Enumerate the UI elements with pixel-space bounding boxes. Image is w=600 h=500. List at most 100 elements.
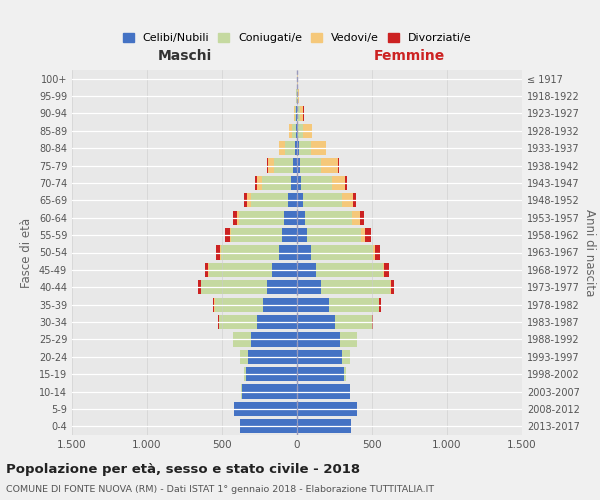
Bar (296, 106, 297, 120)
Bar (218, 315, 219, 329)
Bar (280, 141, 285, 156)
Bar (372, 315, 373, 329)
Bar (298, 106, 300, 120)
Bar (239, 210, 284, 225)
Bar (297, 280, 321, 294)
Bar (294, 106, 295, 120)
Bar (225, 228, 230, 242)
Bar (274, 158, 293, 172)
Bar (390, 280, 391, 294)
Bar (340, 332, 357, 346)
Bar (268, 158, 274, 172)
Bar (301, 176, 332, 190)
Bar (209, 263, 271, 277)
Bar (240, 419, 297, 434)
Bar (375, 246, 380, 260)
Bar (344, 367, 346, 382)
Bar (311, 246, 373, 260)
Bar (297, 384, 349, 398)
Bar (297, 367, 344, 382)
Bar (230, 228, 231, 242)
Bar (305, 210, 352, 225)
Bar (201, 280, 267, 294)
Bar (297, 141, 299, 156)
Bar (297, 402, 357, 416)
Bar (297, 263, 316, 277)
Bar (335, 315, 372, 329)
Bar (303, 193, 342, 208)
Bar (205, 263, 208, 277)
Bar (244, 193, 247, 208)
Bar (267, 280, 297, 294)
Bar (289, 124, 292, 138)
Bar (297, 176, 301, 190)
Bar (298, 89, 299, 103)
Bar (231, 228, 282, 242)
Bar (215, 246, 220, 260)
Bar (279, 141, 280, 156)
Bar (221, 246, 279, 260)
Bar (212, 298, 214, 312)
Bar (291, 176, 297, 190)
Bar (240, 350, 248, 364)
Bar (248, 350, 297, 364)
Text: Femmine: Femmine (374, 49, 445, 63)
Bar (342, 193, 353, 208)
Bar (391, 280, 394, 294)
Bar (266, 158, 268, 172)
Bar (282, 228, 297, 242)
Bar (295, 141, 297, 156)
Bar (215, 298, 263, 312)
Bar (297, 124, 298, 138)
Bar (233, 332, 251, 346)
Bar (251, 193, 288, 208)
Y-axis label: Anni di nascita: Anni di nascita (583, 209, 596, 296)
Bar (284, 210, 297, 225)
Bar (379, 298, 382, 312)
Bar (257, 315, 297, 329)
Bar (237, 210, 239, 225)
Bar (299, 158, 322, 172)
Bar (322, 158, 338, 172)
Bar (359, 210, 364, 225)
Bar (325, 141, 326, 156)
Bar (296, 124, 297, 138)
Y-axis label: Fasce di età: Fasce di età (20, 218, 33, 288)
Bar (353, 193, 356, 208)
Bar (365, 228, 371, 242)
Bar (321, 280, 390, 294)
Bar (285, 141, 295, 156)
Bar (293, 158, 297, 172)
Bar (297, 210, 305, 225)
Text: Popolazione per età, sesso e stato civile - 2018: Popolazione per età, sesso e stato civil… (6, 462, 360, 475)
Bar (279, 246, 297, 260)
Bar (352, 210, 359, 225)
Bar (295, 106, 296, 120)
Bar (297, 350, 342, 364)
Bar (234, 402, 297, 416)
Bar (298, 124, 304, 138)
Bar (233, 210, 237, 225)
Bar (383, 263, 385, 277)
Bar (316, 263, 383, 277)
Bar (241, 384, 297, 398)
Bar (292, 124, 296, 138)
Bar (297, 332, 340, 346)
Bar (349, 384, 350, 398)
Bar (297, 315, 335, 329)
Bar (297, 246, 311, 260)
Bar (346, 176, 347, 190)
Bar (311, 141, 325, 156)
Bar (251, 332, 297, 346)
Bar (297, 419, 351, 434)
Legend: Celibi/Nubili, Coniugati/e, Vedovi/e, Divorziati/e: Celibi/Nubili, Coniugati/e, Vedovi/e, Di… (118, 28, 476, 48)
Bar (307, 228, 361, 242)
Bar (297, 158, 299, 172)
Bar (373, 246, 375, 260)
Bar (244, 367, 246, 382)
Bar (219, 315, 257, 329)
Bar (254, 176, 257, 190)
Bar (247, 193, 251, 208)
Bar (299, 141, 311, 156)
Bar (304, 124, 312, 138)
